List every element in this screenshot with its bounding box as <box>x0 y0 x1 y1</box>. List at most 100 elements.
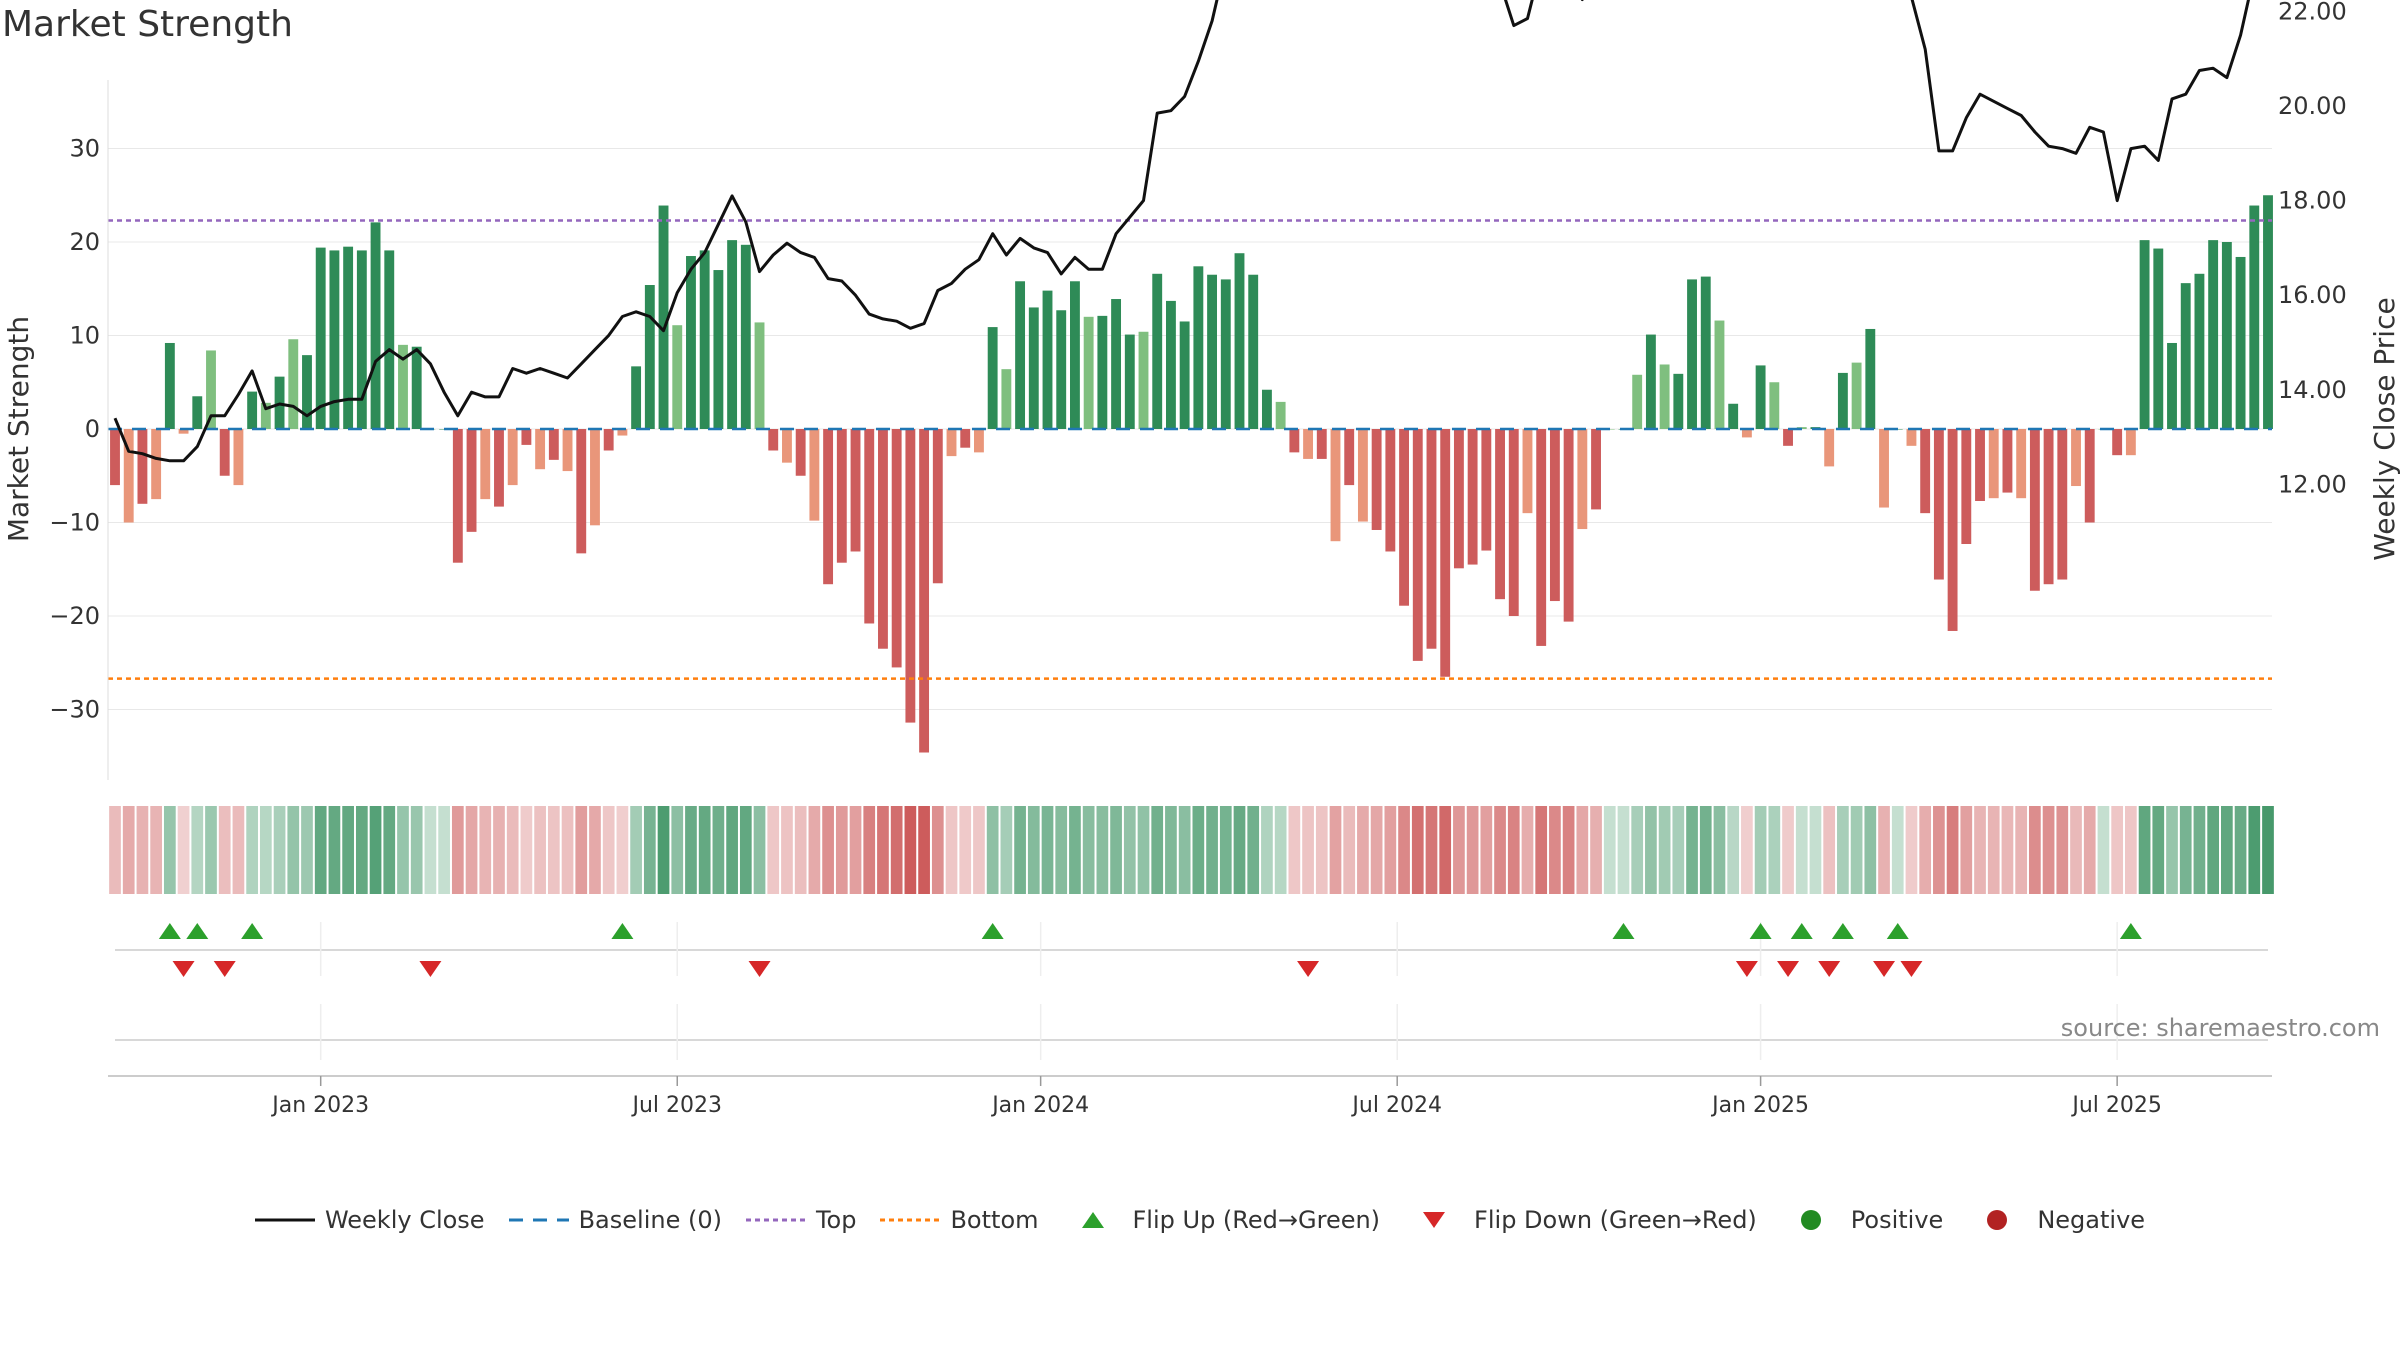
heat-cell <box>1302 806 1314 894</box>
heat-cell <box>1329 806 1342 894</box>
left-tick-label: 10 <box>69 322 100 350</box>
strength-bar <box>644 285 655 429</box>
heat-cell <box>369 806 382 894</box>
strength-bar <box>260 402 271 429</box>
flip-down-marker <box>748 961 771 977</box>
heat-cell <box>479 806 492 894</box>
heat-cell <box>1549 806 1561 894</box>
heat-cell <box>616 806 629 894</box>
strength-bar <box>823 429 834 585</box>
flip-up-marker <box>186 923 209 939</box>
strength-bar <box>1152 273 1163 429</box>
heat-cell <box>1699 806 1712 894</box>
heat-cell <box>1343 806 1356 894</box>
x-tick-label: Jan 2023 <box>270 1093 369 1118</box>
strength-bar <box>1289 429 1300 453</box>
heat-cell <box>822 806 834 894</box>
strength-bar <box>1261 389 1272 429</box>
strength-bar <box>1083 316 1094 429</box>
heat-cell <box>726 806 738 894</box>
strength-bar <box>919 429 930 753</box>
y-axis-title: Market Strength <box>2 316 35 542</box>
heat-cell <box>1521 806 1534 894</box>
left-tick-label: 20 <box>69 228 100 256</box>
strength-bar <box>1563 429 1574 622</box>
strength-bar <box>1234 253 1245 429</box>
heat-cell <box>314 806 327 894</box>
flip-up-icon <box>1081 1212 1104 1228</box>
heat-cell <box>547 806 560 894</box>
heat-cell <box>2138 806 2151 894</box>
heat-cell <box>1686 806 1698 894</box>
heat-cell <box>1933 806 1945 894</box>
strength-bar <box>1687 279 1697 429</box>
strength-bar <box>123 429 134 523</box>
strength-bar <box>658 205 669 429</box>
heat-cell <box>671 806 684 894</box>
flip-down-marker <box>1873 961 1896 977</box>
heat-cell <box>739 806 752 894</box>
strength-bar <box>590 429 600 526</box>
strength-bar <box>740 244 751 429</box>
axes-layer: 3020100−10−20−3026.0024.0022.0020.0018.0… <box>2 0 2400 780</box>
heat-cell <box>177 806 190 894</box>
heat-cell <box>1864 806 1877 894</box>
heat-cell <box>410 806 423 894</box>
strength-bar <box>1837 372 1848 429</box>
chart-title: Market Strength <box>2 4 293 45</box>
x-tick-label: Jan 2024 <box>990 1093 1089 1118</box>
flip-up-marker <box>611 923 634 939</box>
legend-item-flip-down: Flip Down (Green→Red) <box>1404 1206 1757 1234</box>
heat-cell <box>1754 806 1767 894</box>
strength-bar <box>370 222 381 429</box>
strength-bar <box>1412 429 1423 661</box>
heat-cell <box>1960 806 1973 894</box>
strength-bar <box>398 344 408 429</box>
strength-bar <box>974 429 984 453</box>
strength-bar <box>782 429 792 463</box>
heat-cell <box>397 806 409 894</box>
strength-bar <box>1577 429 1588 530</box>
strength-bar <box>1248 274 1259 429</box>
heat-cell <box>1590 806 1602 894</box>
heat-cell <box>1315 806 1328 894</box>
strength-bar <box>850 429 861 552</box>
heat-cell <box>1645 806 1657 894</box>
strength-bar <box>2180 283 2191 429</box>
heat-cell <box>1494 806 1506 894</box>
strength-bar <box>699 250 710 429</box>
strength-bar <box>1015 281 1026 429</box>
heat-cell <box>2152 806 2165 894</box>
strength-bar <box>1824 429 1835 467</box>
heat-cell <box>794 806 807 894</box>
heat-cell <box>1535 806 1548 894</box>
x-tick-label: Jul 2025 <box>2070 1093 2162 1118</box>
flip-down-marker <box>1900 961 1923 977</box>
right-tick-label: 12.00 <box>2278 470 2347 498</box>
heat-cell <box>328 806 341 894</box>
heat-cell <box>698 806 711 894</box>
strength-bar <box>1275 401 1286 429</box>
heat-cell <box>2001 806 2014 894</box>
heat-cell <box>781 806 793 894</box>
heat-cell <box>808 806 821 894</box>
heat-cell <box>383 806 396 894</box>
strength-bar <box>576 429 587 554</box>
strength-bar <box>535 429 546 470</box>
strength-bar <box>1165 300 1176 429</box>
legend-label: Negative <box>2037 1206 2146 1234</box>
heat-cell <box>1233 806 1246 894</box>
strength-bar <box>1028 307 1039 429</box>
strength-bar <box>1645 334 1656 429</box>
strength-bar <box>1426 429 1437 649</box>
heat-cell <box>287 806 300 894</box>
strength-bar <box>686 256 696 429</box>
strength-bar <box>617 429 628 436</box>
left-tick-label: −10 <box>49 509 100 537</box>
heat-cell <box>2015 806 2028 894</box>
strength-bar <box>2263 195 2273 429</box>
strength-bar <box>672 325 683 429</box>
heat-cell <box>643 806 656 894</box>
legend-item-top: Top <box>745 1206 856 1234</box>
heat-cell <box>1795 806 1808 894</box>
